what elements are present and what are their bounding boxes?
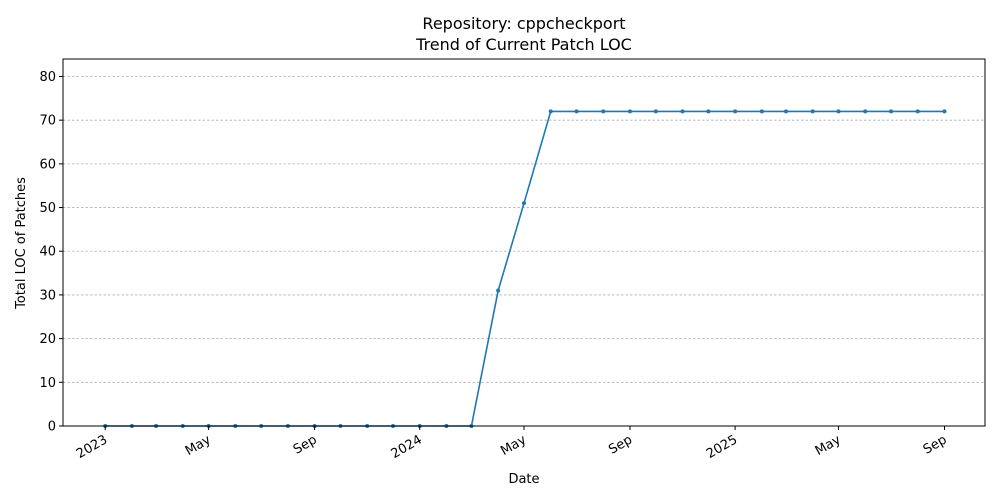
y-tick-label: 70 [39,114,56,129]
data-point [706,109,711,114]
data-point [548,109,553,114]
series-line [105,110,945,427]
x-tick-label: May [813,432,844,459]
data-point [759,109,764,114]
series-layer [103,109,947,428]
data-point [522,201,526,206]
y-tick-label: 30 [39,288,56,303]
x-axis-label: Date [508,472,539,487]
x-tick-label: 2025 [704,432,740,462]
chart-subtitle: Trend of Current Patch LOC [415,35,632,54]
x-axis: 2023 May Sep 2024 May Sep 2025 May Sep [74,426,950,462]
x-tick-label: May [498,432,529,459]
x-tick-label: 2024 [389,432,425,462]
y-tick-label: 10 [39,376,56,391]
data-point [680,109,685,114]
data-point [863,109,868,114]
data-point [915,109,920,114]
x-tick-label: Sep [921,432,950,457]
y-tick-label: 20 [39,332,56,347]
y-tick-label: 40 [39,245,56,260]
data-point [601,109,606,114]
axes-frame [62,58,986,427]
data-point [574,109,579,114]
x-tick-label: Sep [291,432,320,457]
gridlines [63,76,985,427]
chart-title: Repository: cppcheckport [422,14,625,33]
x-tick-label: 2023 [74,432,110,462]
data-point [942,109,947,114]
x-tick-label: Sep [606,432,635,457]
y-tick-label: 50 [39,201,56,216]
x-tick-label: May [183,432,214,459]
data-point [627,109,632,114]
data-point [810,109,815,114]
data-point [783,109,788,114]
y-tick-label: 60 [39,157,56,172]
y-tick-label: 0 [48,420,56,435]
data-point [496,288,501,293]
plot-area-border [62,58,986,427]
y-axis-label: Total LOC of Patches [14,177,29,310]
data-point [653,109,658,114]
data-point [733,109,738,114]
y-axis: 0 10 20 30 40 50 60 70 80 [39,70,63,435]
y-tick-label: 80 [39,70,56,85]
data-point [836,109,841,114]
data-point [889,109,894,114]
